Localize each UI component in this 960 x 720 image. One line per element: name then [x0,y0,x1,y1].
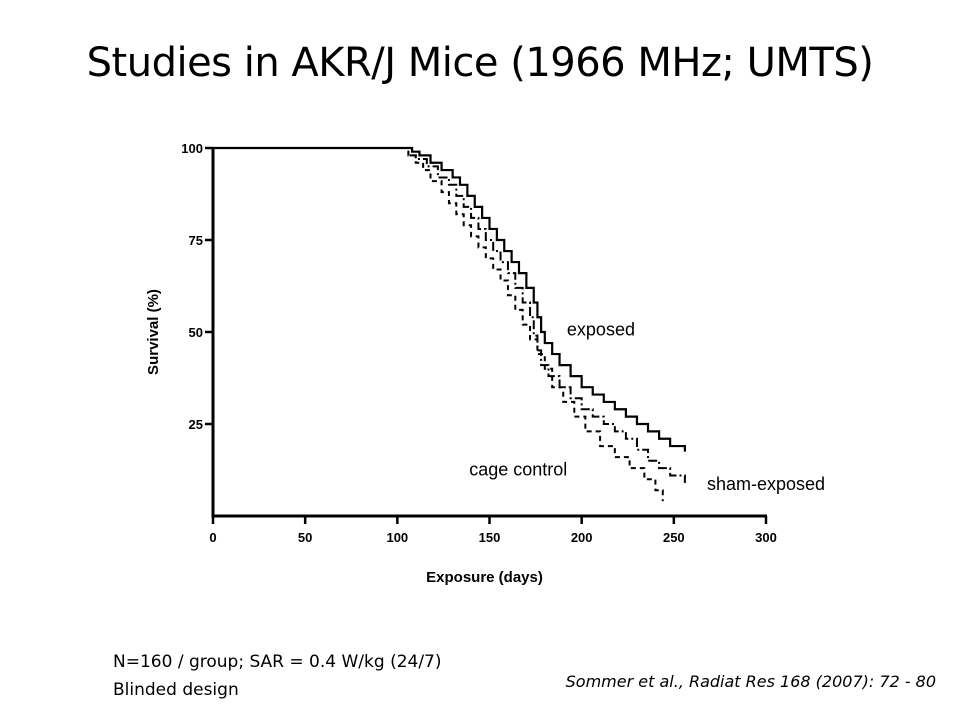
y-tick-label: 25 [189,417,203,432]
chart-labels: exposed cage control sham-exposed [469,320,825,495]
x-tick-label: 200 [571,530,593,545]
x-tick-label: 150 [479,530,501,545]
series-label-cage-control: cage control [469,460,567,480]
note-sample-size: N=160 / group; SAR = 0.4 W/kg (24/7) [113,652,442,672]
x-tick-label: 0 [209,530,216,545]
slide-title: Studies in AKR/J Mice (1966 MHz; UMTS) [86,40,874,86]
series-line-cage-control [213,147,664,502]
x-tick-label: 300 [755,530,777,545]
y-tick-label: 75 [189,233,203,248]
y-axis-label: Survival (%) [145,289,162,375]
series-label-exposed: exposed [567,320,635,340]
x-tick-label: 250 [663,530,685,545]
x-tick-label: 50 [298,530,312,545]
x-axis-label: Exposure (days) [426,569,543,586]
chart-axes: 0 50 100 150 200 250 300 25 50 75 100 Exposure (day… [145,141,777,586]
series-line-exposed [213,146,686,452]
citation: Sommer et al., Radiat Res 168 (2007): 72… [565,672,936,691]
study-notes: N=160 / group; SAR = 0.4 W/kg (24/7) Bli… [113,648,442,704]
series-line-sham-exposed [213,147,686,483]
y-tick-label: 50 [189,325,203,340]
chart-series [213,146,686,502]
note-design: Blinded design [113,680,239,700]
y-tick-label: 100 [181,141,203,156]
x-tick-label: 100 [386,530,408,545]
series-label-sham-exposed: sham-exposed [707,474,825,494]
